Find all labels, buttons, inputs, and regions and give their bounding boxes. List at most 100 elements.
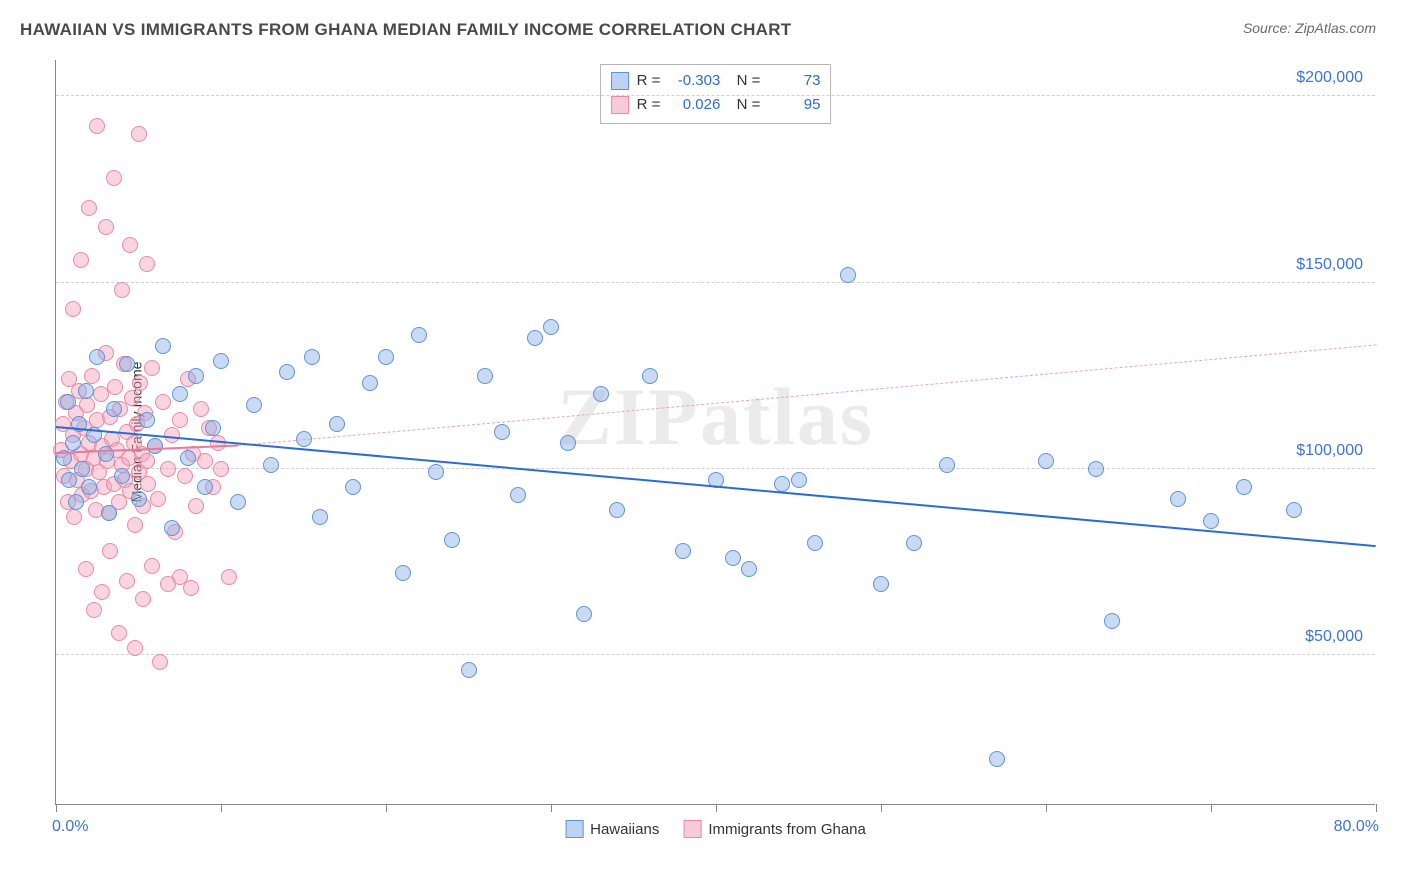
scatter-point-a xyxy=(1088,461,1104,477)
y-tick-label: $200,000 xyxy=(1296,69,1363,87)
scatter-point-a xyxy=(840,267,856,283)
scatter-point-a xyxy=(172,386,188,402)
swatch-a-icon xyxy=(611,72,629,90)
scatter-point-a xyxy=(609,502,625,518)
scatter-point-b xyxy=(94,584,110,600)
scatter-point-b xyxy=(73,252,89,268)
scatter-point-a xyxy=(362,375,378,391)
x-tick xyxy=(386,804,387,812)
scatter-point-b xyxy=(139,453,155,469)
scatter-point-a xyxy=(1104,613,1120,629)
legend-bottom: Hawaiians Immigrants from Ghana xyxy=(565,820,866,838)
scatter-point-b xyxy=(102,543,118,559)
scatter-point-b xyxy=(66,509,82,525)
scatter-point-b xyxy=(93,386,109,402)
scatter-point-b xyxy=(65,301,81,317)
scatter-point-a xyxy=(119,356,135,372)
scatter-point-b xyxy=(107,379,123,395)
scatter-point-a xyxy=(560,435,576,451)
scatter-point-b xyxy=(86,602,102,618)
scatter-point-b xyxy=(150,491,166,507)
chart-title: HAWAIIAN VS IMMIGRANTS FROM GHANA MEDIAN… xyxy=(20,20,791,40)
scatter-point-b xyxy=(172,412,188,428)
scatter-point-a xyxy=(263,457,279,473)
legend-item-b: Immigrants from Ghana xyxy=(683,820,866,838)
scatter-point-b xyxy=(193,401,209,417)
stat-n-label: N = xyxy=(728,93,760,117)
scatter-point-a xyxy=(81,479,97,495)
scatter-point-b xyxy=(197,453,213,469)
y-tick-label: $100,000 xyxy=(1296,442,1363,460)
gridline xyxy=(56,95,1375,96)
scatter-point-a xyxy=(78,383,94,399)
scatter-point-a xyxy=(675,543,691,559)
scatter-point-a xyxy=(510,487,526,503)
scatter-point-a xyxy=(345,479,361,495)
scatter-point-a xyxy=(725,550,741,566)
stats-legend-box: R = -0.303 N = 73 R = 0.026 N = 95 xyxy=(600,64,832,124)
gridline xyxy=(56,468,1375,469)
legend-item-a: Hawaiians xyxy=(565,820,659,838)
scatter-point-a xyxy=(61,472,77,488)
scatter-point-b xyxy=(89,118,105,134)
scatter-point-a xyxy=(774,476,790,492)
scatter-point-a xyxy=(180,450,196,466)
stat-r-b: 0.026 xyxy=(668,93,720,117)
scatter-point-a xyxy=(139,412,155,428)
scatter-point-a xyxy=(461,662,477,678)
scatter-point-b xyxy=(139,256,155,272)
scatter-point-a xyxy=(1170,491,1186,507)
scatter-point-a xyxy=(147,438,163,454)
y-tick-label: $150,000 xyxy=(1296,256,1363,274)
scatter-point-a xyxy=(106,401,122,417)
scatter-point-a xyxy=(642,368,658,384)
scatter-point-b xyxy=(81,200,97,216)
scatter-point-a xyxy=(155,338,171,354)
scatter-point-a xyxy=(329,416,345,432)
stat-r-label: R = xyxy=(637,69,661,93)
scatter-point-a xyxy=(1286,502,1302,518)
scatter-point-b xyxy=(155,394,171,410)
scatter-point-a xyxy=(543,319,559,335)
scatter-point-a xyxy=(279,364,295,380)
scatter-point-b xyxy=(78,561,94,577)
x-tick xyxy=(881,804,882,812)
gridline xyxy=(56,282,1375,283)
x-tick xyxy=(551,804,552,812)
scatter-point-b xyxy=(177,468,193,484)
scatter-point-a xyxy=(444,532,460,548)
stat-r-a: -0.303 xyxy=(668,69,720,93)
scatter-point-b xyxy=(152,654,168,670)
scatter-point-b xyxy=(132,375,148,391)
scatter-point-b xyxy=(106,170,122,186)
scatter-point-a xyxy=(939,457,955,473)
scatter-point-a xyxy=(527,330,543,346)
scatter-point-b xyxy=(84,368,100,384)
scatter-point-b xyxy=(183,580,199,596)
scatter-point-b xyxy=(98,219,114,235)
chart-plot-area: Median Family Income ZIPatlas R = -0.303… xyxy=(55,60,1375,805)
scatter-point-a xyxy=(74,461,90,477)
scatter-point-a xyxy=(494,424,510,440)
x-tick xyxy=(221,804,222,812)
scatter-point-a xyxy=(1236,479,1252,495)
scatter-point-a xyxy=(576,606,592,622)
scatter-point-a xyxy=(68,494,84,510)
x-axis-max-label: 80.0% xyxy=(1334,818,1379,836)
scatter-point-a xyxy=(89,349,105,365)
scatter-point-b xyxy=(124,390,140,406)
stat-n-b: 95 xyxy=(768,93,820,117)
scatter-point-a xyxy=(60,394,76,410)
scatter-point-a xyxy=(1038,453,1054,469)
scatter-point-b xyxy=(188,498,204,514)
scatter-point-a xyxy=(873,576,889,592)
x-tick xyxy=(56,804,57,812)
swatch-a-icon xyxy=(565,820,583,838)
scatter-point-a xyxy=(312,509,328,525)
scatter-point-a xyxy=(477,368,493,384)
scatter-point-a xyxy=(791,472,807,488)
scatter-point-a xyxy=(131,491,147,507)
scatter-point-a xyxy=(304,349,320,365)
gridline xyxy=(56,654,1375,655)
scatter-point-a xyxy=(114,468,130,484)
